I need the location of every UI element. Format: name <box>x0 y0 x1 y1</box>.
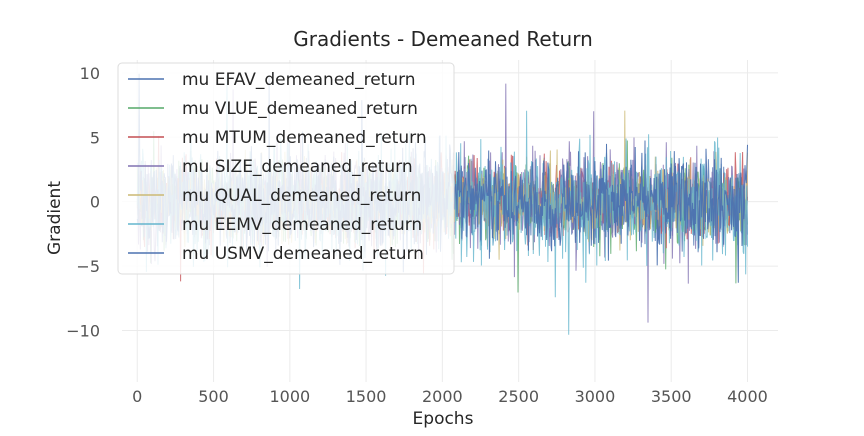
x-tick-label: 500 <box>198 387 229 406</box>
x-tick-labels: 0 500 1000 1500 2000 2500 3000 3500 4000 <box>132 387 768 406</box>
y-tick-label: 0 <box>90 193 100 212</box>
chart-title: Gradients - Demeaned Return <box>293 27 593 51</box>
x-tick-label: 2000 <box>422 387 463 406</box>
x-tick-label: 1500 <box>346 387 387 406</box>
legend-box <box>117 62 455 275</box>
y-tick-label: 10 <box>80 64 100 83</box>
x-axis-label: Epochs <box>413 409 474 429</box>
legend-entry: mu QUAL_demeaned_return <box>182 186 421 206</box>
y-axis-label: Gradient <box>45 181 65 255</box>
x-tick-label: 1000 <box>269 387 310 406</box>
legend-entry: mu EFAV_demeaned_return <box>182 70 416 90</box>
x-tick-label: 3000 <box>575 387 616 406</box>
y-tick-labels: −10 −5 0 5 10 <box>66 64 100 341</box>
x-tick-label: 3500 <box>651 387 692 406</box>
legend-entry: mu USMV_demeaned_return <box>182 244 424 264</box>
legend-entry: mu MTUM_demeaned_return <box>182 128 427 148</box>
x-tick-label: 2500 <box>498 387 539 406</box>
legend-entry: mu SIZE_demeaned_return <box>182 157 413 177</box>
legend-entry: mu EEMV_demeaned_return <box>182 215 422 235</box>
x-tick-label: 0 <box>132 387 142 406</box>
x-tick-label: 4000 <box>727 387 768 406</box>
y-tick-label: 5 <box>90 128 100 147</box>
y-tick-label: −5 <box>76 257 100 276</box>
y-tick-label: −10 <box>66 321 100 340</box>
legend-entry: mu VLUE_demeaned_return <box>182 99 418 119</box>
